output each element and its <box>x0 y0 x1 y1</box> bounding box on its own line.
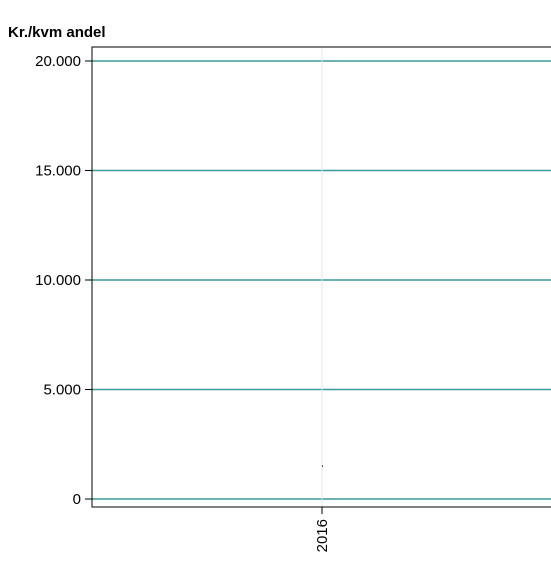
y-tick-label: 20.000 <box>35 53 81 70</box>
x-tick-label: 2016 <box>314 519 331 552</box>
y-axis-label: Kr./kvm andel <box>8 24 106 41</box>
y-tick-label: 10.000 <box>35 272 81 289</box>
y-axis-ticks: 0 5.000 10.000 15.000 20.000 <box>35 53 92 508</box>
x-axis-ticks: 2016 <box>314 507 331 552</box>
y-tick-label: 0 <box>73 491 81 508</box>
y-tick-label: 15.000 <box>35 163 81 180</box>
y-tick-label: 5.000 <box>43 382 81 399</box>
